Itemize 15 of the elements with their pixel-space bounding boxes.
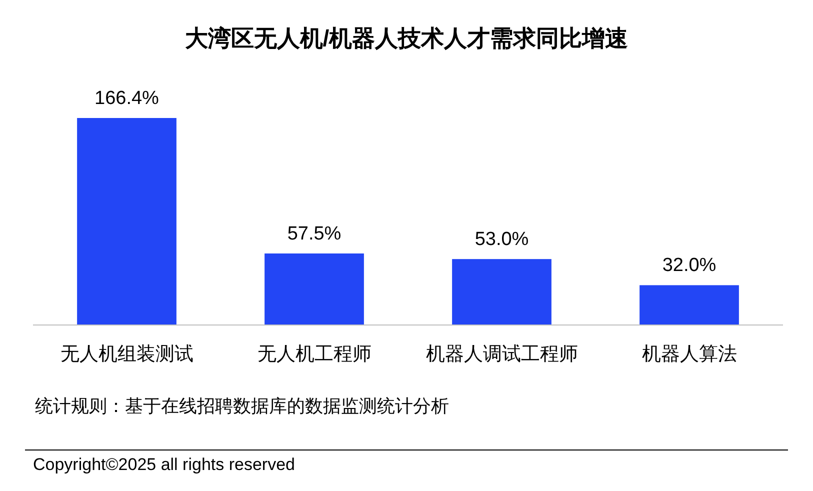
text: 统计规则：基于在线招聘数据库的数据监测统计分析 [35,396,449,416]
text: Copyright©2025 all rights reserved [33,455,295,474]
data-label: 57.5% [287,223,342,244]
bar [77,118,176,325]
x-tick-label: 无人机工程师 [257,344,372,365]
bar [640,285,739,325]
x-tick-label: 机器人调试工程师 [426,344,578,365]
bar [264,253,364,325]
data-label: 53.0% [474,229,529,250]
x-tick-label: 机器人算法 [642,344,737,365]
data-label: 32.0% [662,255,716,276]
chart-title: 大湾区无人机/机器人技术人才需求同比增速 [184,25,628,51]
data-label: 166.4% [94,88,160,109]
x-tick-label: 无人机组装测试 [60,344,194,365]
bar [452,259,552,325]
